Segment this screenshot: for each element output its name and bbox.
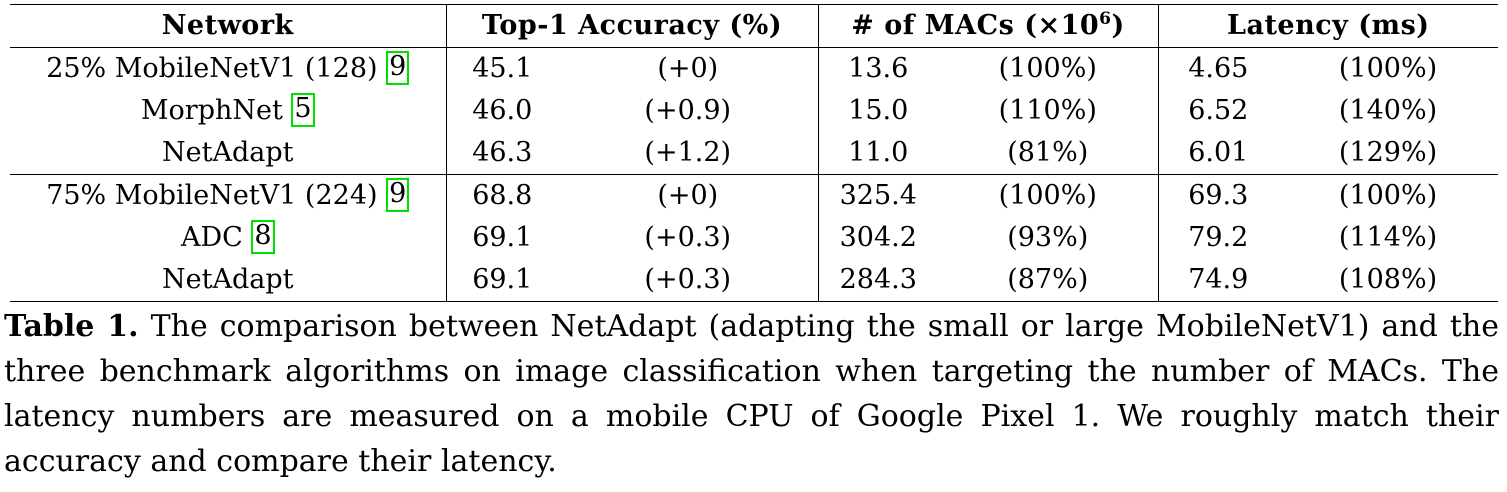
citation-link[interactable]: 5 (291, 92, 315, 127)
table-row: ADC 8 69.1 (+0.3) 304.2 (93%) 79.2 (114%… (10, 217, 1498, 259)
cell-lat-pct: (100%) (1278, 174, 1499, 217)
cell-acc: 68.8 (446, 174, 558, 217)
caption-text: The comparison between NetAdapt (adaptin… (4, 309, 1499, 479)
cell-lat-pct: (129%) (1338, 137, 1438, 168)
citation-link[interactable]: 8 (251, 219, 275, 254)
header-network: Network (10, 4, 447, 48)
cell-lat-pct: (140%) (1338, 95, 1438, 126)
cell-lat: 74.9 (1158, 259, 1279, 302)
cell-macs-pct: (81%) (938, 132, 1159, 175)
cell-macs: 13.6 (848, 53, 909, 84)
results-table: Network Top-1 Accuracy (%) # of MACs (×1… (10, 4, 1499, 302)
table-group-large: 75% MobileNetV1 (224) 9 68.8 (+0) 325.4 … (10, 174, 1499, 302)
cell-acc-delta: (+0) (558, 47, 819, 90)
header-macs-text: # of MACs (×10 (851, 10, 1100, 41)
header-macs-exp: 6 (1099, 9, 1112, 29)
cell-macs: 11.0 (848, 137, 909, 168)
network-name: MorphNet (140, 95, 283, 126)
header-macs-close: ) (1111, 10, 1125, 41)
network-name: NetAdapt (162, 264, 294, 295)
header-accuracy: Top-1 Accuracy (%) (446, 4, 819, 48)
network-name: NetAdapt (162, 137, 294, 168)
cell-macs-pct: (100%) (938, 47, 1159, 90)
cell-lat: 6.52 (1188, 95, 1249, 126)
cell-acc-delta: (+0) (558, 174, 819, 217)
table-row: 25% MobileNetV1 (128) 9 45.1 (+0) 13.6 (… (10, 47, 1498, 90)
cell-network: NetAdapt (10, 259, 447, 302)
cell-acc-delta: (+0.9) (558, 90, 819, 132)
table-row: 75% MobileNetV1 (224) 9 68.8 (+0) 325.4 … (10, 174, 1499, 217)
cell-lat-pct: (108%) (1278, 259, 1499, 302)
cell-acc-delta: (+0.3) (558, 259, 819, 302)
table-header-row: Network Top-1 Accuracy (%) # of MACs (×1… (10, 4, 1499, 48)
cell-macs: 304.2 (839, 222, 917, 253)
cell-network: 25% MobileNetV1 (128) 9 (10, 47, 447, 90)
citation-link[interactable]: 9 (386, 50, 410, 85)
cell-acc: 69.1 (472, 222, 533, 253)
cell-network: MorphNet 5 (10, 90, 447, 132)
cell-macs-pct: (100%) (938, 174, 1159, 217)
cell-lat-pct: (100%) (1338, 53, 1438, 84)
cell-macs: 284.3 (818, 259, 938, 302)
table-caption: Table 1. The comparison between NetAdapt… (4, 304, 1499, 484)
cell-macs-pct: (87%) (938, 259, 1159, 302)
cell-macs: 325.4 (818, 174, 938, 217)
network-name: 75% MobileNetV1 (224) (46, 180, 378, 211)
table-row: NetAdapt 69.1 (+0.3) 284.3 (87%) 74.9 (1… (10, 259, 1499, 302)
table-group-small: 25% MobileNetV1 (128) 9 45.1 (+0) 13.6 (… (10, 47, 1498, 175)
cell-macs: 15.0 (848, 95, 909, 126)
cell-lat: 6.01 (1188, 137, 1249, 168)
cell-lat: 4.65 (1188, 53, 1249, 84)
cell-acc-delta: (+1.2) (558, 132, 819, 175)
cell-network: 75% MobileNetV1 (224) 9 (10, 174, 447, 217)
citation-link[interactable]: 9 (386, 177, 410, 212)
cell-acc: 46.3 (472, 137, 533, 168)
cell-lat: 69.3 (1158, 174, 1279, 217)
network-name: 25% MobileNetV1 (128) (46, 53, 378, 84)
table-row: NetAdapt 46.3 (+1.2) 11.0 (81%) 6.01 (12… (10, 132, 1498, 175)
cell-lat: 79.2 (1188, 222, 1249, 253)
header-latency: Latency (ms) (1226, 10, 1430, 41)
cell-lat-pct: (114%) (1338, 222, 1438, 253)
table-row: MorphNet 5 46.0 (+0.9) 15.0 (110%) 6.52 … (10, 90, 1498, 132)
cell-acc-delta: (+0.3) (558, 217, 819, 259)
caption-label: Table 1. (4, 309, 139, 344)
cell-macs-pct: (93%) (938, 217, 1159, 259)
cell-acc: 69.1 (446, 259, 558, 302)
cell-acc: 45.1 (472, 53, 533, 84)
cell-network: NetAdapt (10, 132, 447, 175)
header-macs: # of MACs (×106) (818, 4, 1159, 48)
cell-acc: 46.0 (472, 95, 533, 126)
network-name: ADC (180, 222, 243, 253)
cell-network: ADC 8 (10, 217, 447, 259)
results-table-container: Network Top-1 Accuracy (%) # of MACs (×1… (10, 4, 1499, 302)
cell-macs-pct: (110%) (938, 90, 1159, 132)
